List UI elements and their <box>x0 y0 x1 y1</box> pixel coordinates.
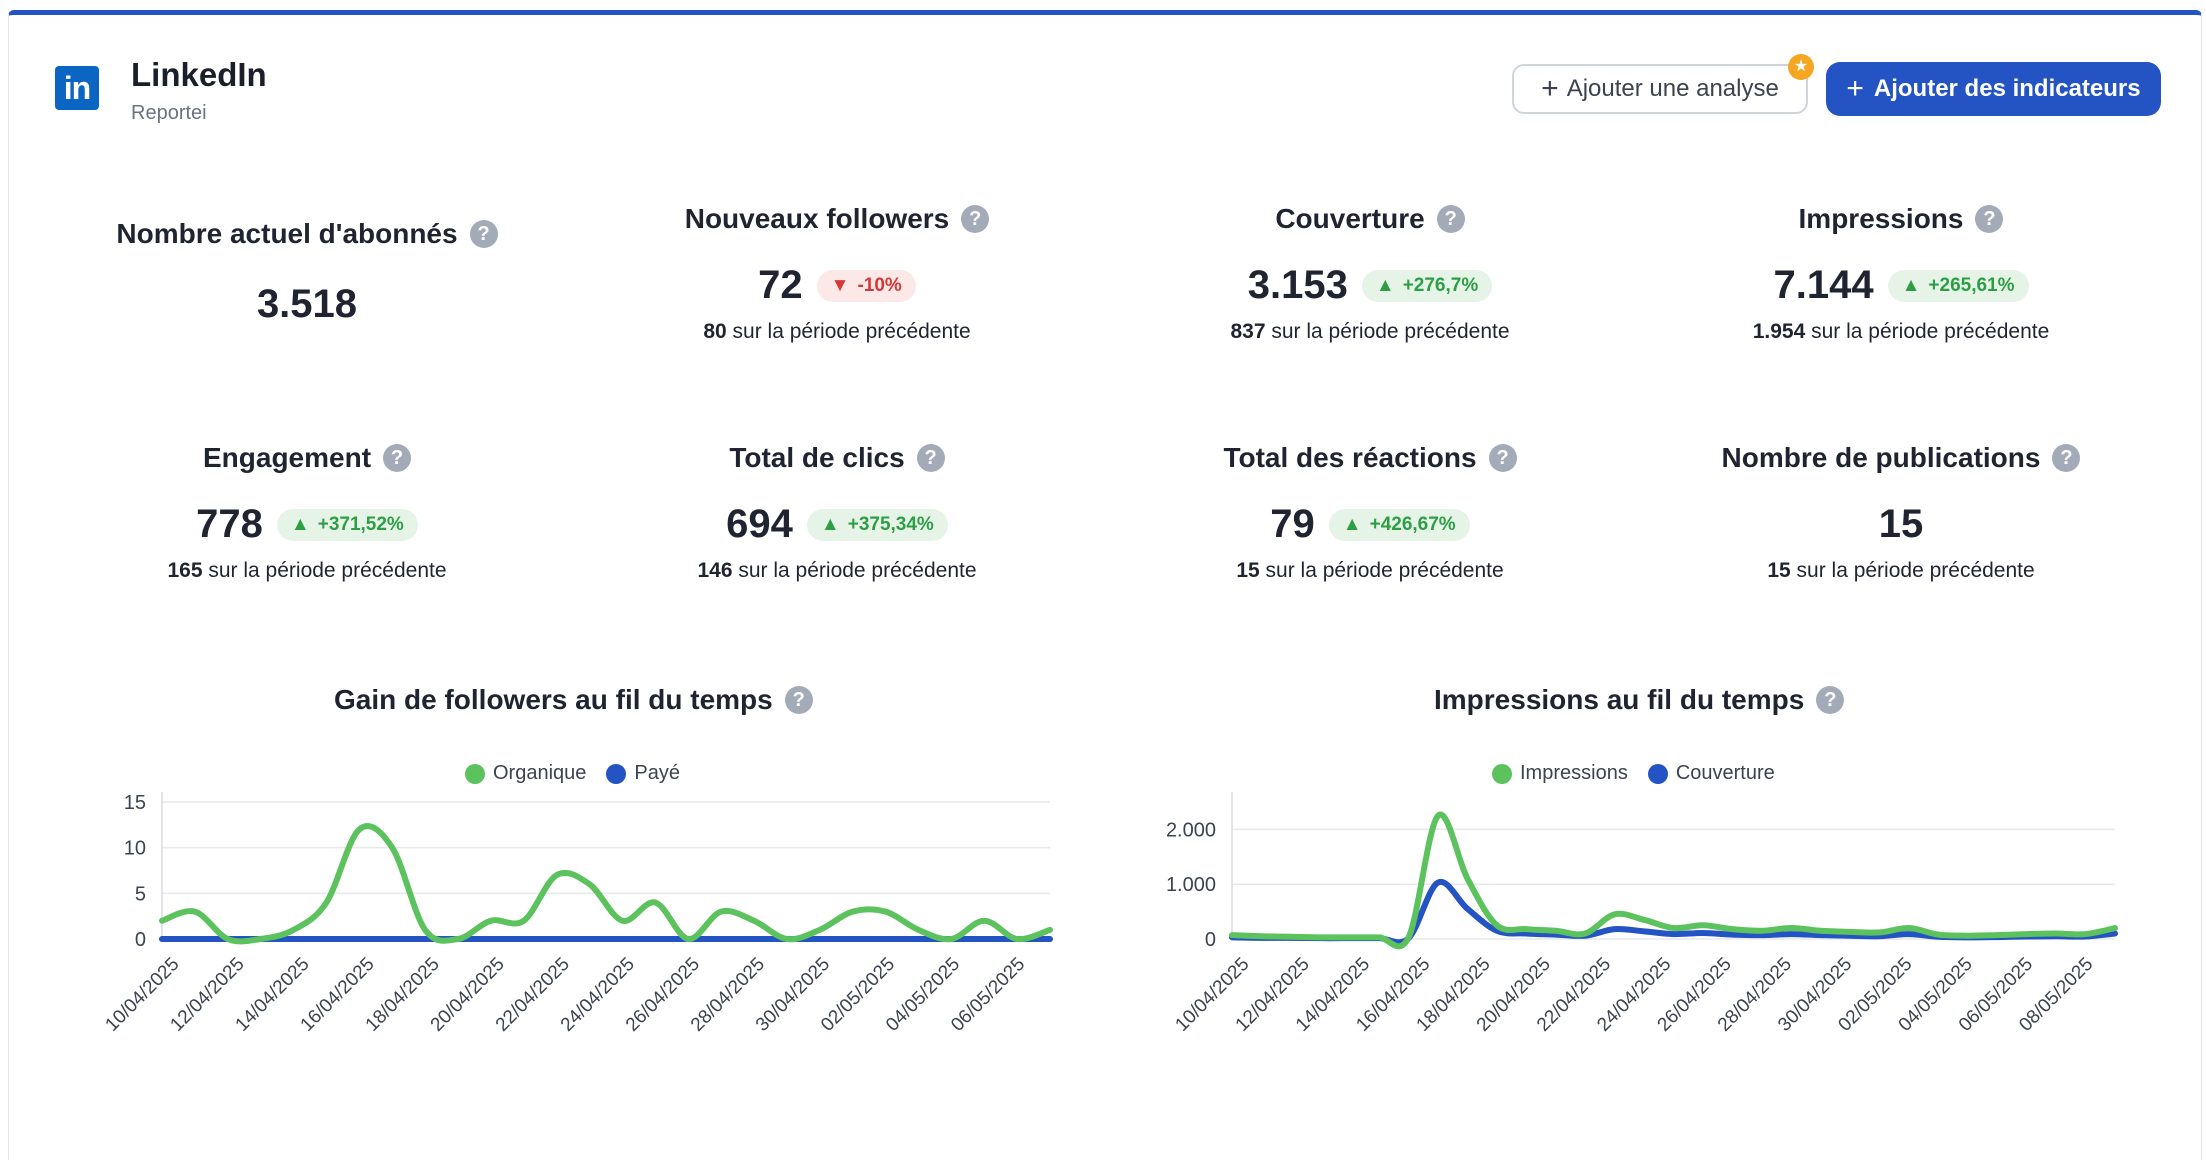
arrow-up-icon: ▲ <box>290 513 310 535</box>
kpi-total-reactions: Total des réactions? 79 ▲ +426,67% 15 sur… <box>1105 442 1635 583</box>
legend-dot <box>1647 763 1668 784</box>
kpi-title: Nombre actuel d'abonnés <box>116 218 458 249</box>
kpi-title: Couverture <box>1275 203 1425 234</box>
kpi-impressions: Impressions? 7.144 ▲ +265,61% 1.954 sur l… <box>1636 203 2166 344</box>
delta-badge: ▲ +375,34% <box>806 508 948 541</box>
delta-badge: ▼ -10% <box>816 269 916 302</box>
delta-badge: ▲ +426,67% <box>1328 508 1470 541</box>
series-line-organique <box>159 823 1053 945</box>
arrow-up-icon: ▲ <box>1901 274 1921 296</box>
y-tick-label: 0 <box>1205 929 1216 951</box>
followers-chart-title: Gain de followers au fil du temps? <box>334 684 813 716</box>
kpi-value: 72 <box>758 263 803 307</box>
legend-item-impressions[interactable]: Impressions <box>1492 762 1628 785</box>
page-subtitle: Reportei <box>131 102 207 124</box>
previous-period: 837 sur la période précédente <box>1230 320 1510 343</box>
y-tick-label: 0 <box>135 929 146 951</box>
help-icon[interactable]: ? <box>1488 444 1517 472</box>
y-tick-label: 5 <box>135 883 146 905</box>
arrow-up-icon: ▲ <box>1342 513 1362 535</box>
previous-period: 15 sur la période précédente <box>1767 559 2035 582</box>
add-indicators-label: Ajouter des indicateurs <box>1873 75 2141 102</box>
help-icon[interactable]: ? <box>2052 444 2081 472</box>
delta-badge: ▲ +265,61% <box>1887 269 2029 302</box>
y-tick-label: 2.000 <box>1166 819 1216 841</box>
linkedin-logo-icon: in <box>55 66 99 110</box>
kpi-publications-count: Nombre de publications? 15 15 sur la pér… <box>1636 442 2166 583</box>
y-tick-label: 1.000 <box>1166 874 1216 896</box>
help-icon[interactable]: ? <box>916 444 945 472</box>
kpi-new-followers: Nouveaux followers? 72 ▼ -10% 80 sur la p… <box>572 203 1102 344</box>
kpi-title: Total de clics <box>729 442 905 473</box>
followers-chart-legend: Organique Payé <box>465 762 680 785</box>
previous-period: 15 sur la période précédente <box>1236 559 1504 582</box>
help-icon[interactable]: ? <box>383 444 412 472</box>
previous-period: 146 sur la période précédente <box>697 559 977 582</box>
premium-star-icon: ★ <box>1788 54 1814 80</box>
kpi-total-clicks: Total de clics? 694 ▲ +375,34% 146 sur la… <box>572 442 1102 583</box>
kpi-value: 79 <box>1270 502 1315 546</box>
followers-line-chart: 05101510/04/202512/04/202514/04/202516/0… <box>101 792 1053 1036</box>
legend-dot <box>606 763 627 784</box>
kpi-value: 7.144 <box>1773 263 1874 307</box>
impressions-chart-legend: Impressions Couverture <box>1492 762 1775 785</box>
help-icon[interactable]: ? <box>961 205 990 233</box>
kpi-current-subscribers: Nombre actuel d'abonnés? 3.518 <box>42 218 572 327</box>
delta-badge: ▲ +371,52% <box>276 508 418 541</box>
previous-period: 80 sur la période précédente <box>703 320 971 343</box>
linkedin-report-card <box>8 10 2202 1160</box>
kpi-value: 694 <box>726 502 793 546</box>
legend-item-couverture[interactable]: Couverture <box>1647 762 1775 785</box>
add-analysis-button[interactable]: + Ajouter une analyse <box>1512 64 1808 114</box>
page-title: LinkedIn <box>131 56 267 93</box>
help-icon[interactable]: ? <box>1436 205 1465 233</box>
help-icon[interactable]: ? <box>469 220 498 248</box>
y-tick-label: 15 <box>124 792 146 814</box>
kpi-value: 15 <box>1878 502 1924 546</box>
kpi-reach: Couverture? 3.153 ▲ +276,7% 837 sur la pé… <box>1105 203 1635 344</box>
help-icon[interactable]: ? <box>1816 686 1845 714</box>
help-icon[interactable]: ? <box>1975 205 2004 233</box>
kpi-engagement: Engagement? 778 ▲ +371,52% 165 sur la pér… <box>42 442 572 583</box>
previous-period: 165 sur la période précédente <box>167 559 447 582</box>
kpi-value: 3.518 <box>256 282 358 326</box>
plus-icon: + <box>1846 72 1864 105</box>
kpi-value: 778 <box>196 502 263 546</box>
delta-badge: ▲ +276,7% <box>1361 269 1493 302</box>
previous-period: 1.954 sur la période précédente <box>1752 320 2050 343</box>
kpi-title: Impressions <box>1798 203 1964 234</box>
legend-item-paye[interactable]: Payé <box>606 762 680 785</box>
kpi-title: Engagement <box>202 442 372 473</box>
arrow-down-icon: ▼ <box>830 274 850 296</box>
impressions-chart-title: Impressions au fil du temps? <box>1434 684 1845 716</box>
y-tick-label: 10 <box>124 838 146 860</box>
series-line-impressions <box>1229 811 2118 950</box>
help-icon[interactable]: ? <box>784 686 813 714</box>
add-analysis-label: Ajouter une analyse <box>1566 75 1779 102</box>
kpi-title: Nombre de publications <box>1721 442 2041 473</box>
kpi-title: Nouveaux followers <box>684 203 950 234</box>
kpi-value: 3.153 <box>1247 263 1348 307</box>
legend-dot <box>465 763 485 784</box>
plus-icon: + <box>1541 72 1559 105</box>
add-indicators-button[interactable]: + Ajouter des indicateurs <box>1826 62 2161 116</box>
arrow-up-icon: ▲ <box>820 513 840 535</box>
legend-item-organique[interactable]: Organique <box>465 762 586 785</box>
legend-dot <box>1492 763 1512 784</box>
kpi-title: Total des réactions <box>1223 442 1477 473</box>
arrow-up-icon: ▲ <box>1375 274 1395 296</box>
impressions-line-chart: 01.0002.00010/04/202512/04/202514/04/202… <box>1166 792 2118 1036</box>
